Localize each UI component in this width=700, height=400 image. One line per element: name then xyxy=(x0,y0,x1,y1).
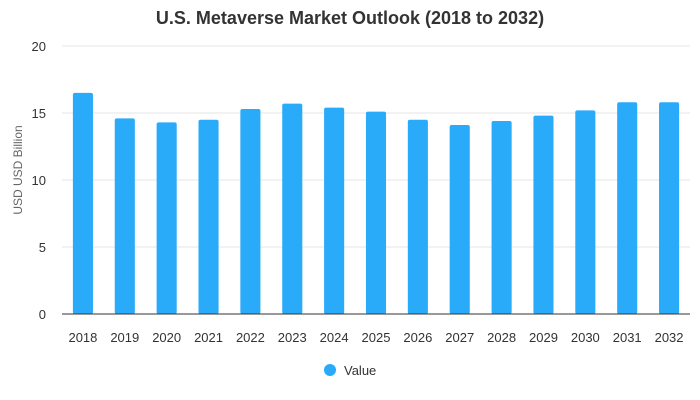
y-tick-label: 0 xyxy=(39,307,46,322)
bar-layer xyxy=(72,92,680,315)
y-tick-label: 5 xyxy=(39,240,46,255)
y-tick-label: 20 xyxy=(32,39,46,54)
x-tick-label: 2025 xyxy=(362,330,391,345)
bar-2018 xyxy=(72,92,93,315)
x-tick-label: 2026 xyxy=(403,330,432,345)
bar-2028 xyxy=(491,121,512,314)
bar-2027 xyxy=(449,125,470,314)
x-tick-label: 2022 xyxy=(236,330,265,345)
x-tick-label: 2030 xyxy=(571,330,600,345)
x-tick-label: 2032 xyxy=(655,330,684,345)
y-tick-label: 10 xyxy=(32,173,46,188)
x-tick-label: 2031 xyxy=(613,330,642,345)
x-tick-label: 2020 xyxy=(152,330,181,345)
x-tick-label: 2018 xyxy=(68,330,97,345)
x-tick-label: 2021 xyxy=(194,330,223,345)
bar-2022 xyxy=(240,108,261,314)
legend-label: Value xyxy=(344,363,376,378)
legend: Value xyxy=(324,363,376,378)
bar-2030 xyxy=(575,110,596,314)
bar-2032 xyxy=(659,102,680,314)
x-tick-label: 2029 xyxy=(529,330,558,345)
y-tick-label: 15 xyxy=(32,106,46,121)
x-tick-label: 2027 xyxy=(445,330,474,345)
x-tick-label: 2019 xyxy=(110,330,139,345)
x-tick-label: 2023 xyxy=(278,330,307,345)
chart-title: U.S. Metaverse Market Outlook (2018 to 2… xyxy=(155,8,545,28)
bar-2020 xyxy=(156,122,177,314)
bar-2031 xyxy=(617,102,638,314)
legend-swatch xyxy=(324,364,336,376)
bar-2023 xyxy=(282,103,303,315)
bar-2029 xyxy=(533,115,554,315)
bar-2024 xyxy=(324,107,345,314)
bar-2019 xyxy=(114,118,135,314)
bar-2026 xyxy=(407,119,428,314)
x-tick-label: 2028 xyxy=(487,330,516,345)
axis-layer: 0 5 10 15 20 2018 2019 2020 2021 2022 2023 2024 2025… xyxy=(32,39,690,345)
bar-2025 xyxy=(365,111,387,314)
bar-2021 xyxy=(198,119,219,314)
x-tick-label: 2024 xyxy=(320,330,349,345)
